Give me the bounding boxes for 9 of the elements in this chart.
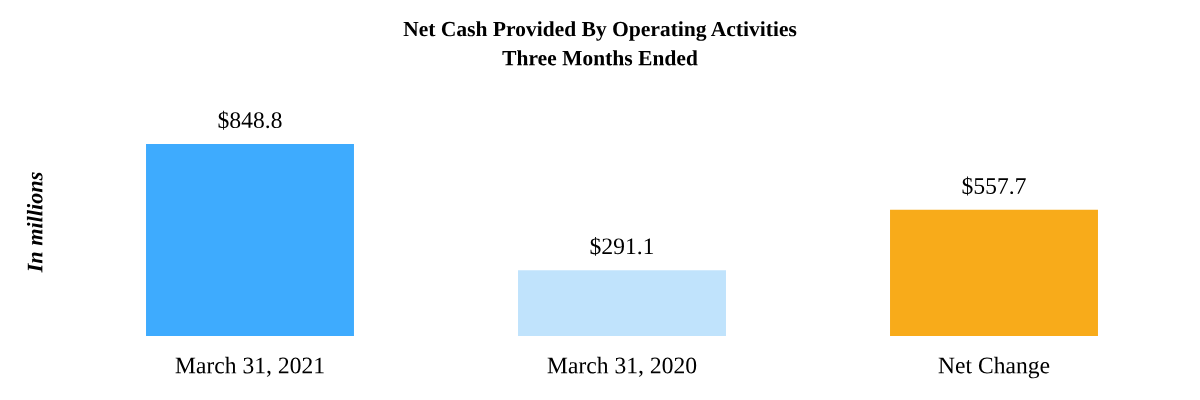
data-label: $848.8 [218, 110, 282, 130]
data-label: $291.1 [590, 236, 654, 256]
x-tick-label: Net Change [938, 356, 1050, 379]
y-axis-title: In millions [26, 172, 43, 273]
chart-title: Net Cash Provided By Operating Activities [403, 21, 797, 41]
data-label: $557.7 [962, 176, 1026, 196]
x-tick-label: March 31, 2020 [547, 356, 697, 377]
x-tick-label: March 31, 2021 [175, 356, 324, 377]
chart-subtitle: Three Months Ended [502, 50, 698, 66]
